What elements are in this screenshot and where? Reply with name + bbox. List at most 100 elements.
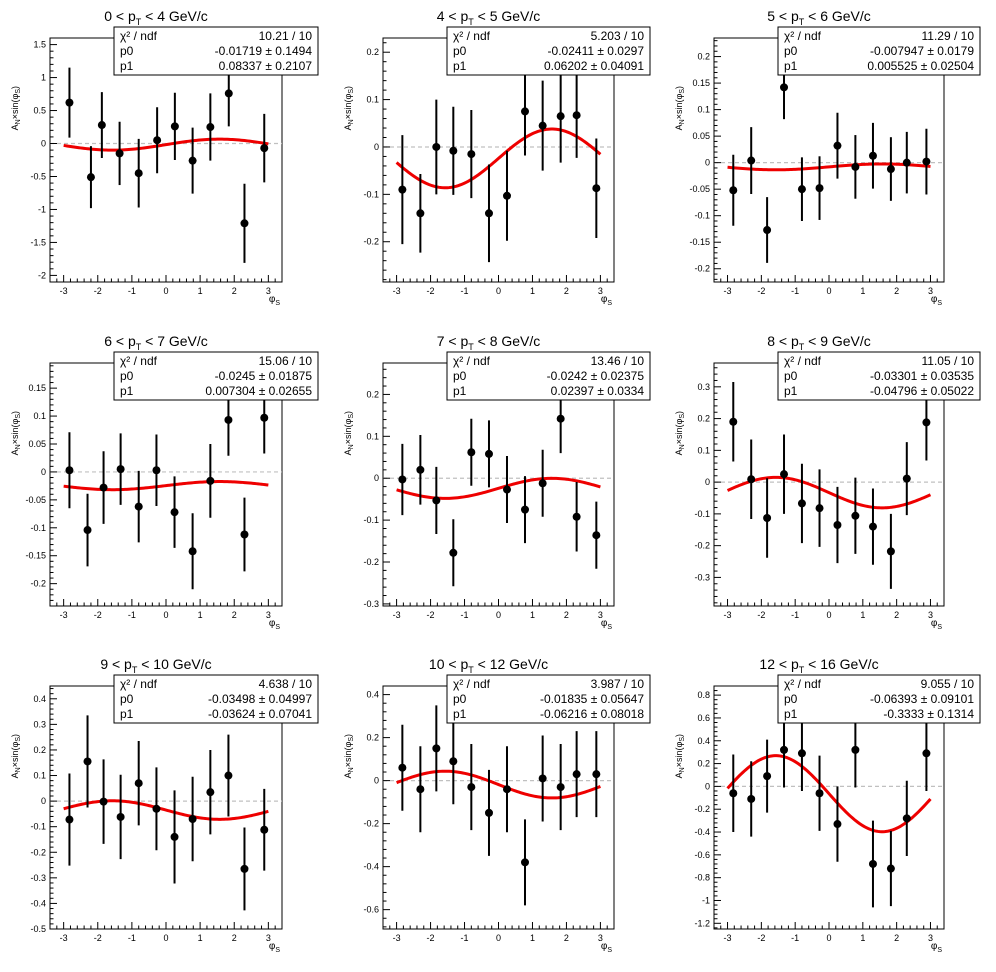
data-point bbox=[467, 448, 476, 457]
stats-p0-value: -0.01719 ± 0.1494 bbox=[215, 44, 313, 58]
chart-title: 12 < pT < 16 GeV/c bbox=[759, 656, 878, 675]
chart-title-prefix: 7 < p bbox=[437, 333, 469, 349]
stats-chi2-value: 9.055 / 10 bbox=[921, 677, 975, 691]
x-tick-label: -2 bbox=[757, 933, 765, 943]
stats-chi2-label: χ² / ndf bbox=[120, 354, 158, 368]
chart-title-suffix: < 6 GeV/c bbox=[804, 8, 871, 24]
data-point bbox=[432, 744, 441, 753]
chart-title-suffix: < 10 GeV/c bbox=[137, 656, 211, 672]
chart-panel-9: -3 -2 -1 0 1 2 3 -1.2 -1 -0.8 -0.6 -0.4 -0.2 0 0.2 0.4 0… bbox=[674, 656, 981, 954]
chart-title-prefix: 0 < p bbox=[104, 8, 136, 24]
y-tick-label: 0.1 bbox=[33, 771, 46, 781]
data-point bbox=[134, 502, 143, 511]
stats-box: χ² / ndf 10.21 / 10 p0 -0.01719 ± 0.1494 p1 0… bbox=[113, 26, 319, 76]
data-point bbox=[432, 142, 441, 151]
chart-panel-6: -3 -2 -1 0 1 2 3 -0.3 -0.2 -0.1 0 0.1 0.2 0.3 AN×sin(φ… bbox=[674, 333, 981, 631]
stats-p1-label: p1 bbox=[120, 59, 134, 73]
chart-panel-8: -3 -2 -1 0 1 2 3 -0.6 -0.4 -0.2 0 0.2 0.4 AN×sin(φS) φ… bbox=[343, 656, 651, 954]
stats-chi2-value: 4.638 / 10 bbox=[259, 677, 313, 691]
chart-panel-7: -3 -2 -1 0 1 2 3 -0.5 -0.4 -0.3 -0.2 -0.1 0 0.1 0.2 0.3… bbox=[10, 656, 319, 954]
data-point bbox=[152, 804, 161, 813]
y-axis-label: AN×sin(φS) bbox=[343, 734, 355, 778]
chart-title-subscript: T bbox=[136, 342, 142, 352]
y-tick-label: -0.4 bbox=[694, 827, 710, 837]
y-tick-label: 0.3 bbox=[33, 719, 46, 729]
x-tick-label: 1 bbox=[530, 610, 535, 620]
y-tick-label: 0 bbox=[374, 473, 379, 483]
data-point bbox=[868, 151, 877, 160]
data-point bbox=[188, 156, 197, 165]
data-point bbox=[416, 465, 425, 474]
data-point bbox=[170, 832, 179, 841]
data-point bbox=[240, 219, 249, 228]
data-point bbox=[833, 141, 842, 150]
data-point bbox=[206, 123, 215, 132]
chart-title-subscript: T bbox=[799, 342, 805, 352]
data-point bbox=[868, 859, 877, 868]
data-point bbox=[153, 136, 162, 145]
stats-box: χ² / ndf 3.987 / 10 p0 -0.01835 ± 0.05647 p1… bbox=[446, 674, 651, 724]
x-tick-label: 0 bbox=[826, 286, 831, 296]
stats-chi2-value: 15.06 / 10 bbox=[259, 354, 313, 368]
y-tick-label: -0.1 bbox=[694, 211, 710, 221]
y-tick-label: 0 bbox=[705, 781, 710, 791]
chart-title-subscript: T bbox=[468, 17, 474, 27]
data-point bbox=[729, 417, 738, 426]
x-tick-label: 1 bbox=[530, 286, 535, 296]
y-tick-label: -0.1 bbox=[30, 523, 46, 533]
stats-chi2-label: χ² / ndf bbox=[453, 354, 491, 368]
fit-curve bbox=[63, 480, 269, 492]
data-point bbox=[763, 514, 772, 523]
chart-title: 4 < pT < 5 GeV/c bbox=[437, 8, 541, 27]
data-point bbox=[467, 150, 476, 159]
y-tick-label: 0.2 bbox=[366, 733, 379, 743]
stats-box: χ² / ndf 11.05 / 10 p0 -0.03301 ± 0.03535 p1… bbox=[777, 351, 981, 401]
y-tick-label: 0.5 bbox=[33, 106, 46, 116]
x-tick-label: 0 bbox=[496, 286, 501, 296]
y-axis-label: AN×sin(φS) bbox=[674, 411, 686, 455]
data-point bbox=[449, 146, 458, 155]
data-point bbox=[797, 499, 806, 508]
y-tick-label: -0.05 bbox=[25, 495, 46, 505]
data-point bbox=[83, 526, 92, 535]
stats-p1-label: p1 bbox=[784, 707, 798, 721]
stats-p1-value: 0.007304 ± 0.02655 bbox=[205, 384, 312, 398]
stats-p1-value: 0.06202 ± 0.04091 bbox=[544, 59, 644, 73]
data-point bbox=[152, 466, 161, 475]
x-tick-label: -2 bbox=[757, 286, 765, 296]
data-point bbox=[886, 547, 895, 556]
stats-p1-value: -0.06216 ± 0.08018 bbox=[540, 707, 644, 721]
data-point bbox=[65, 815, 74, 824]
x-tick-label: -1 bbox=[128, 286, 136, 296]
y-tick-label: -0.5 bbox=[30, 924, 46, 934]
data-point bbox=[780, 745, 789, 754]
y-tick-label: 0 bbox=[705, 158, 710, 168]
y-tick-label: -0.6 bbox=[694, 850, 710, 860]
data-point bbox=[65, 466, 74, 475]
y-tick-label: 0.4 bbox=[697, 736, 710, 746]
stats-p1-label: p1 bbox=[453, 384, 467, 398]
x-tick-label: -2 bbox=[757, 610, 765, 620]
data-point bbox=[224, 415, 233, 424]
x-tick-label: -1 bbox=[791, 610, 799, 620]
data-point bbox=[556, 112, 565, 121]
chart-title: 7 < pT < 8 GeV/c bbox=[437, 333, 541, 352]
x-tick-label: 1 bbox=[860, 286, 865, 296]
data-point bbox=[206, 476, 215, 485]
data-point bbox=[260, 825, 269, 834]
y-tick-label: -0.1 bbox=[30, 822, 46, 832]
x-axis-label: φS bbox=[931, 294, 942, 307]
x-tick-label: 3 bbox=[266, 286, 271, 296]
x-tick-label: -2 bbox=[94, 610, 102, 620]
data-point bbox=[416, 209, 425, 218]
data-point bbox=[188, 815, 197, 824]
data-point bbox=[747, 794, 756, 803]
y-tick-label: 0.3 bbox=[697, 382, 710, 392]
stats-p1-label: p1 bbox=[120, 707, 134, 721]
data-point bbox=[780, 470, 789, 479]
chart-title-prefix: 8 < p bbox=[767, 333, 799, 349]
data-point bbox=[729, 789, 738, 798]
data-point bbox=[86, 173, 95, 182]
x-tick-label: -1 bbox=[128, 933, 136, 943]
data-point bbox=[729, 186, 738, 195]
